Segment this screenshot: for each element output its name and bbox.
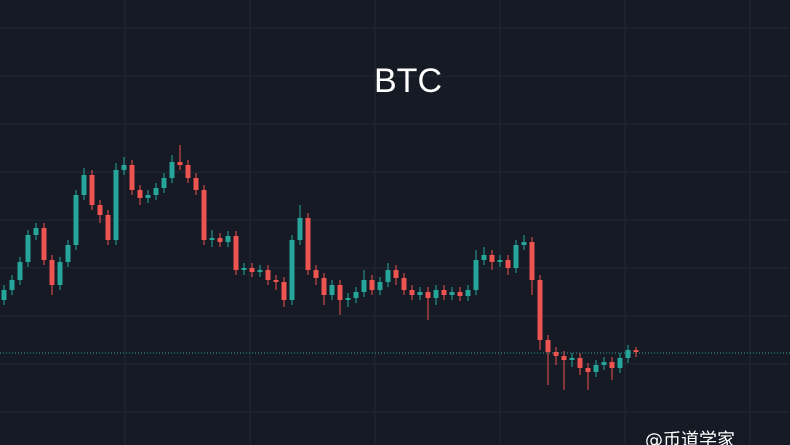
candle-body xyxy=(409,290,415,295)
candle-body xyxy=(209,238,215,240)
candle-body xyxy=(153,188,159,195)
chart-title: BTC xyxy=(374,62,442,100)
candle-body xyxy=(225,236,231,242)
candle-body xyxy=(337,285,343,300)
candle-body xyxy=(465,290,471,296)
candle-body xyxy=(537,280,543,340)
candle-body xyxy=(161,178,167,188)
candle-body xyxy=(233,236,239,270)
candle-body xyxy=(25,235,31,262)
candle-body xyxy=(449,292,455,295)
candle-body xyxy=(185,165,191,178)
candle-body xyxy=(273,280,279,282)
candle-body xyxy=(129,165,135,190)
candle-body xyxy=(505,260,511,268)
candle-body xyxy=(249,268,255,272)
candle-body xyxy=(425,292,431,298)
candle-body xyxy=(201,190,207,240)
candle-body xyxy=(137,190,143,198)
candle-body xyxy=(73,195,79,245)
candle-body xyxy=(241,268,247,270)
candle-body xyxy=(561,356,567,360)
candle-body xyxy=(1,290,7,300)
candle-body xyxy=(393,270,399,278)
candle-body xyxy=(385,270,391,282)
candle-body xyxy=(313,270,319,278)
candle-body xyxy=(529,242,535,280)
candle-body xyxy=(345,298,351,300)
candle-body xyxy=(169,162,175,178)
candle-body xyxy=(33,228,39,235)
candle-body xyxy=(609,362,615,368)
candle-body xyxy=(353,292,359,298)
candle-body xyxy=(441,290,447,295)
candle-body xyxy=(177,162,183,165)
candle-body xyxy=(417,292,423,295)
candle-body xyxy=(513,245,519,268)
candle-body xyxy=(265,270,271,280)
candle-body xyxy=(57,262,63,285)
candle-body xyxy=(553,352,559,356)
candle-body xyxy=(593,365,599,372)
candle-body xyxy=(289,240,295,300)
candle-body xyxy=(361,280,367,292)
candle-body xyxy=(545,340,551,352)
candle-body xyxy=(65,245,71,262)
candle-body xyxy=(489,255,495,262)
candle-body xyxy=(113,170,119,240)
candle-body xyxy=(377,282,383,290)
candle-body xyxy=(481,255,487,260)
candle-body xyxy=(321,278,327,295)
candle-body xyxy=(329,285,335,295)
candle-body xyxy=(569,358,575,360)
candle-body xyxy=(121,165,127,170)
candle-body xyxy=(97,205,103,215)
candle-body xyxy=(257,270,263,272)
candle-body xyxy=(281,282,287,300)
candle-body xyxy=(585,368,591,372)
candle-body xyxy=(473,260,479,290)
candle-body xyxy=(305,218,311,270)
candle-body xyxy=(617,358,623,368)
candle-body xyxy=(145,195,151,198)
candle-body xyxy=(9,280,15,290)
candle-body xyxy=(577,358,583,368)
candle-body xyxy=(401,278,407,290)
candle-body xyxy=(457,292,463,296)
candle-body xyxy=(49,260,55,285)
candle-body xyxy=(633,350,639,352)
candle-body xyxy=(601,362,607,365)
candle-body xyxy=(17,262,23,280)
candle-body xyxy=(41,228,47,260)
watermark: @币道学家 xyxy=(645,430,735,445)
candle-body xyxy=(521,242,527,245)
candle-body xyxy=(89,175,95,205)
candle-body xyxy=(497,260,503,262)
candle-body xyxy=(81,175,87,195)
candle-body xyxy=(217,238,223,242)
candle-body xyxy=(193,178,199,190)
candle-body xyxy=(369,280,375,290)
candle-body xyxy=(297,218,303,240)
candle-body xyxy=(433,290,439,298)
candle-body xyxy=(625,350,631,358)
candle-body xyxy=(105,215,111,240)
